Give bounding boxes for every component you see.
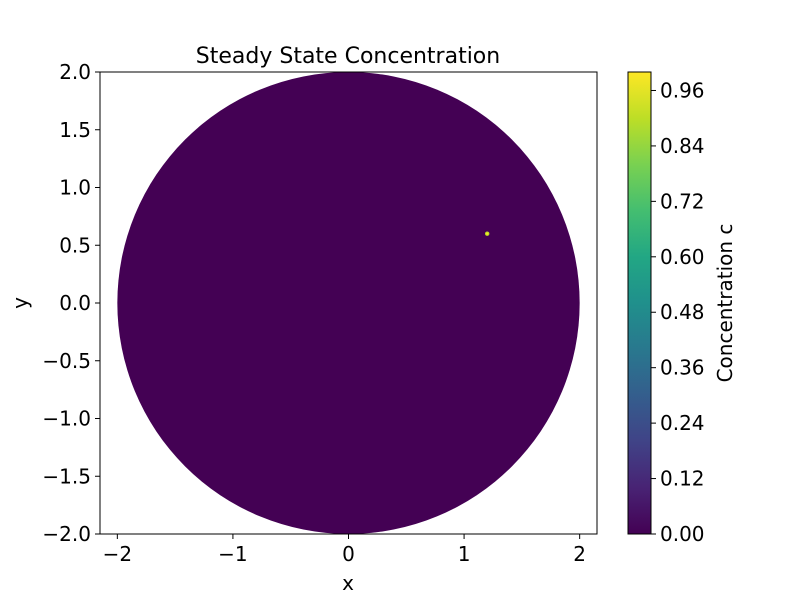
colorbar-tick-label: 0.48 — [660, 300, 705, 324]
colorbar-tick-label: 0.00 — [660, 522, 705, 546]
colorbar-tick-label: 0.96 — [660, 78, 705, 102]
colorbar-tick-label: 0.60 — [660, 245, 705, 269]
y-axis-ticks: −2.0 −1.5 −1.0 −0.5 0.0 0.5 1.0 1.5 2.0 — [42, 60, 100, 546]
x-tick-label: −2 — [103, 542, 132, 566]
colorbar-ticks: 0.00 0.12 0.24 0.36 0.48 0.60 0.72 0.84 0.96 — [651, 78, 705, 546]
y-tick-label: 1.0 — [59, 176, 91, 200]
x-tick-label: −1 — [218, 542, 247, 566]
y-tick-label: −0.5 — [42, 349, 91, 373]
domain-disk — [117, 72, 580, 534]
y-tick-label: 1.5 — [59, 118, 91, 142]
y-tick-label: 0.0 — [59, 291, 91, 315]
y-tick-label: −1.0 — [42, 407, 91, 431]
chart-title: Steady State Concentration — [196, 44, 500, 69]
x-tick-label: 0 — [342, 542, 355, 566]
y-tick-label: −2.0 — [42, 522, 91, 546]
colorbar-frame — [627, 71, 652, 535]
x-axis-label: x — [342, 571, 354, 595]
source-point — [486, 232, 489, 235]
y-axis-label: y — [8, 297, 32, 309]
concentration-field — [117, 72, 580, 534]
colorbar-tick-label: 0.36 — [660, 356, 705, 380]
colorbar-tick-label: 0.72 — [660, 189, 705, 213]
x-axis-ticks: −2 −1 0 1 2 — [103, 534, 586, 566]
colorbar-label: Concentration c — [713, 224, 737, 383]
x-tick-label: 1 — [458, 542, 471, 566]
colorbar-tick-label: 0.84 — [660, 134, 705, 158]
x-tick-label: 2 — [573, 542, 586, 566]
colorbar-tick-label: 0.12 — [660, 467, 705, 491]
colorbar-tick-label: 0.24 — [660, 411, 705, 435]
colorbar: 0.00 0.12 0.24 0.36 0.48 0.60 0.72 0.84 0.96 Con… — [627, 71, 737, 546]
plot-area — [117, 72, 580, 534]
y-tick-label: 0.5 — [59, 233, 91, 257]
colorbar-gradient — [628, 72, 651, 534]
y-tick-label: −1.5 — [42, 464, 91, 488]
y-tick-label: 2.0 — [59, 60, 91, 84]
